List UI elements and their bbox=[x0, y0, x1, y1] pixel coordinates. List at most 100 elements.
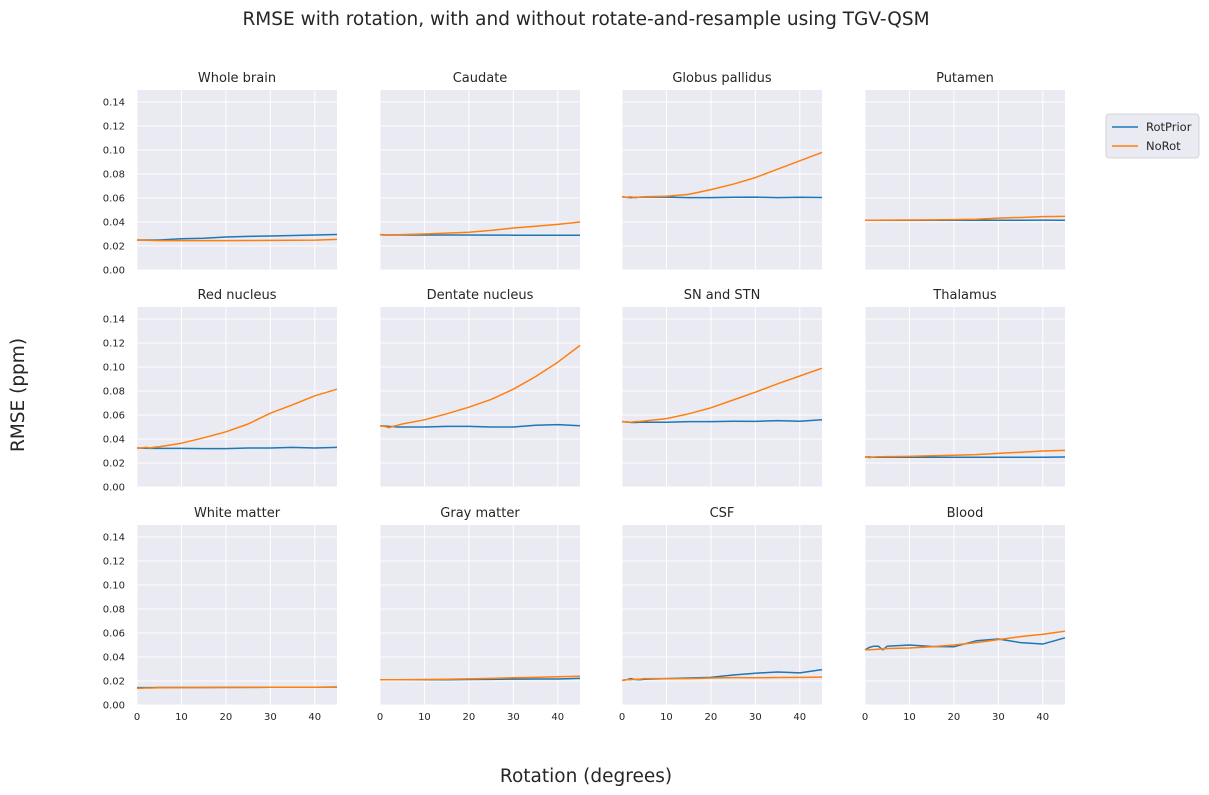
y-tick-label: 0.06 bbox=[103, 194, 125, 205]
panel: Whole brain 0.00 0.02 0.04 0.06 0.08 0.10 0.12 0… bbox=[103, 71, 338, 277]
x-tick-label: 20 bbox=[705, 712, 718, 723]
x-tick-label: 40 bbox=[793, 712, 806, 723]
y-tick-label: 0.02 bbox=[103, 677, 125, 688]
panel-title: Caudate bbox=[453, 71, 508, 86]
series-line-norot bbox=[379, 344, 581, 429]
y-tick-label: 0.12 bbox=[103, 122, 125, 133]
y-tick-label: 0.00 bbox=[103, 266, 125, 277]
panel: Caudate bbox=[379, 71, 581, 271]
legend-frame bbox=[1105, 113, 1200, 159]
y-tick-label: 0.14 bbox=[103, 315, 125, 326]
panel-grid: Whole brain 0.00 0.02 0.04 0.06 0.08 0.10 0.12 0… bbox=[103, 71, 1066, 723]
y-tick-label: 0.00 bbox=[103, 701, 125, 712]
x-tick-label: 40 bbox=[551, 712, 564, 723]
y-tick-label: 0.08 bbox=[103, 170, 125, 181]
panel: SN and STN bbox=[621, 288, 823, 488]
panel-title: White matter bbox=[194, 506, 281, 521]
series-line-norot bbox=[137, 238, 338, 242]
x-tick-label: 10 bbox=[903, 712, 916, 723]
x-tick-label: 0 bbox=[134, 712, 140, 723]
series-line-norot bbox=[621, 151, 823, 199]
x-tick-label: 0 bbox=[862, 712, 868, 723]
panel-title: Blood bbox=[947, 506, 984, 521]
panel: CSF 0 10 20 30 40 bbox=[619, 506, 823, 723]
x-tick-label: 40 bbox=[1036, 712, 1049, 723]
x-tick-label: 30 bbox=[992, 712, 1005, 723]
y-tick-label: 0.06 bbox=[103, 629, 125, 640]
panel: Dentate nucleus bbox=[379, 288, 581, 488]
series-line-rotprior bbox=[379, 423, 581, 428]
x-tick-label: 40 bbox=[308, 712, 321, 723]
panel-background bbox=[865, 90, 1065, 270]
panel: Red nucleus 0.00 0.02 0.04 0.06 0.08 0.10 0.12 0… bbox=[103, 288, 338, 494]
panel-title: Thalamus bbox=[932, 288, 997, 303]
x-tick-label: 30 bbox=[264, 712, 277, 723]
y-tick-label: 0.12 bbox=[103, 339, 125, 350]
y-tick-label: 0.00 bbox=[103, 483, 125, 494]
y-tick-label: 0.12 bbox=[103, 557, 125, 568]
series-line-norot bbox=[137, 686, 337, 689]
panel-background bbox=[865, 307, 1065, 487]
panel: Gray matter 0 10 20 30 40 bbox=[377, 506, 581, 723]
series-line-rotprior bbox=[136, 446, 338, 450]
series-line-norot bbox=[379, 221, 581, 236]
panel-background bbox=[380, 525, 580, 705]
series-line-norot bbox=[380, 675, 581, 681]
y-tick-label: 0.02 bbox=[103, 459, 125, 470]
legend-label-rotprior: RotPrior bbox=[1146, 120, 1192, 134]
y-tick-label: 0.08 bbox=[103, 605, 125, 616]
x-tick-label: 30 bbox=[749, 712, 762, 723]
panel-background bbox=[137, 525, 337, 705]
panel: Putamen bbox=[864, 71, 1066, 271]
panel-title: Gray matter bbox=[440, 506, 520, 521]
panel-background bbox=[865, 525, 1065, 705]
panel-background bbox=[380, 307, 580, 487]
x-tick-label: 20 bbox=[220, 712, 233, 723]
figure-suptitle: RMSE with rotation, with and without rot… bbox=[242, 9, 929, 30]
panel-title: Globus pallidus bbox=[672, 71, 772, 86]
y-tick-label: 0.14 bbox=[103, 533, 125, 544]
x-tick-label: 20 bbox=[948, 712, 961, 723]
panel-title: Putamen bbox=[936, 71, 994, 86]
x-tick-label: 10 bbox=[660, 712, 673, 723]
y-tick-label: 0.10 bbox=[103, 363, 125, 374]
panel-background bbox=[137, 307, 337, 487]
figure-ylabel: RMSE (ppm) bbox=[8, 338, 29, 452]
x-tick-label: 20 bbox=[463, 712, 476, 723]
x-tick-label: 30 bbox=[507, 712, 520, 723]
y-tick-label: 0.04 bbox=[103, 218, 125, 229]
panel: Globus pallidus bbox=[621, 71, 823, 271]
panel: White matter 0.00 0.02 0.04 0.06 0.08 0.10 0.12… bbox=[103, 506, 338, 723]
x-tick-label: 10 bbox=[418, 712, 431, 723]
series-line-rotprior bbox=[864, 637, 1066, 651]
y-tick-label: 0.10 bbox=[103, 581, 125, 592]
panel-title: Red nucleus bbox=[197, 288, 276, 303]
y-tick-label: 0.06 bbox=[103, 411, 125, 422]
panel-background bbox=[622, 90, 822, 270]
series-line-norot bbox=[621, 367, 823, 423]
panel-background bbox=[380, 90, 580, 270]
y-tick-label: 0.14 bbox=[103, 98, 125, 109]
series-line-norot bbox=[137, 388, 338, 449]
panel-background bbox=[622, 525, 822, 705]
panel-background bbox=[137, 90, 337, 270]
panel: Thalamus bbox=[864, 288, 1066, 488]
y-tick-label: 0.02 bbox=[103, 242, 125, 253]
panel-title: Dentate nucleus bbox=[427, 288, 534, 303]
x-tick-label: 0 bbox=[619, 712, 625, 723]
figure-xlabel: Rotation (degrees) bbox=[500, 766, 672, 787]
series-line-norot bbox=[621, 676, 823, 682]
panel-background bbox=[622, 307, 822, 487]
series-line-norot bbox=[864, 449, 1066, 459]
y-tick-label: 0.04 bbox=[103, 435, 125, 446]
y-tick-label: 0.04 bbox=[103, 653, 125, 664]
series-line-norot bbox=[865, 215, 1066, 221]
panel-title: CSF bbox=[710, 506, 735, 521]
panel: Blood 0 10 20 30 40 bbox=[862, 506, 1066, 723]
legend-label-norot: NoRot bbox=[1146, 139, 1181, 153]
y-tick-label: 0.08 bbox=[103, 387, 125, 398]
x-tick-label: 0 bbox=[377, 712, 383, 723]
x-tick-label: 10 bbox=[175, 712, 188, 723]
panel-title: SN and STN bbox=[684, 288, 761, 303]
